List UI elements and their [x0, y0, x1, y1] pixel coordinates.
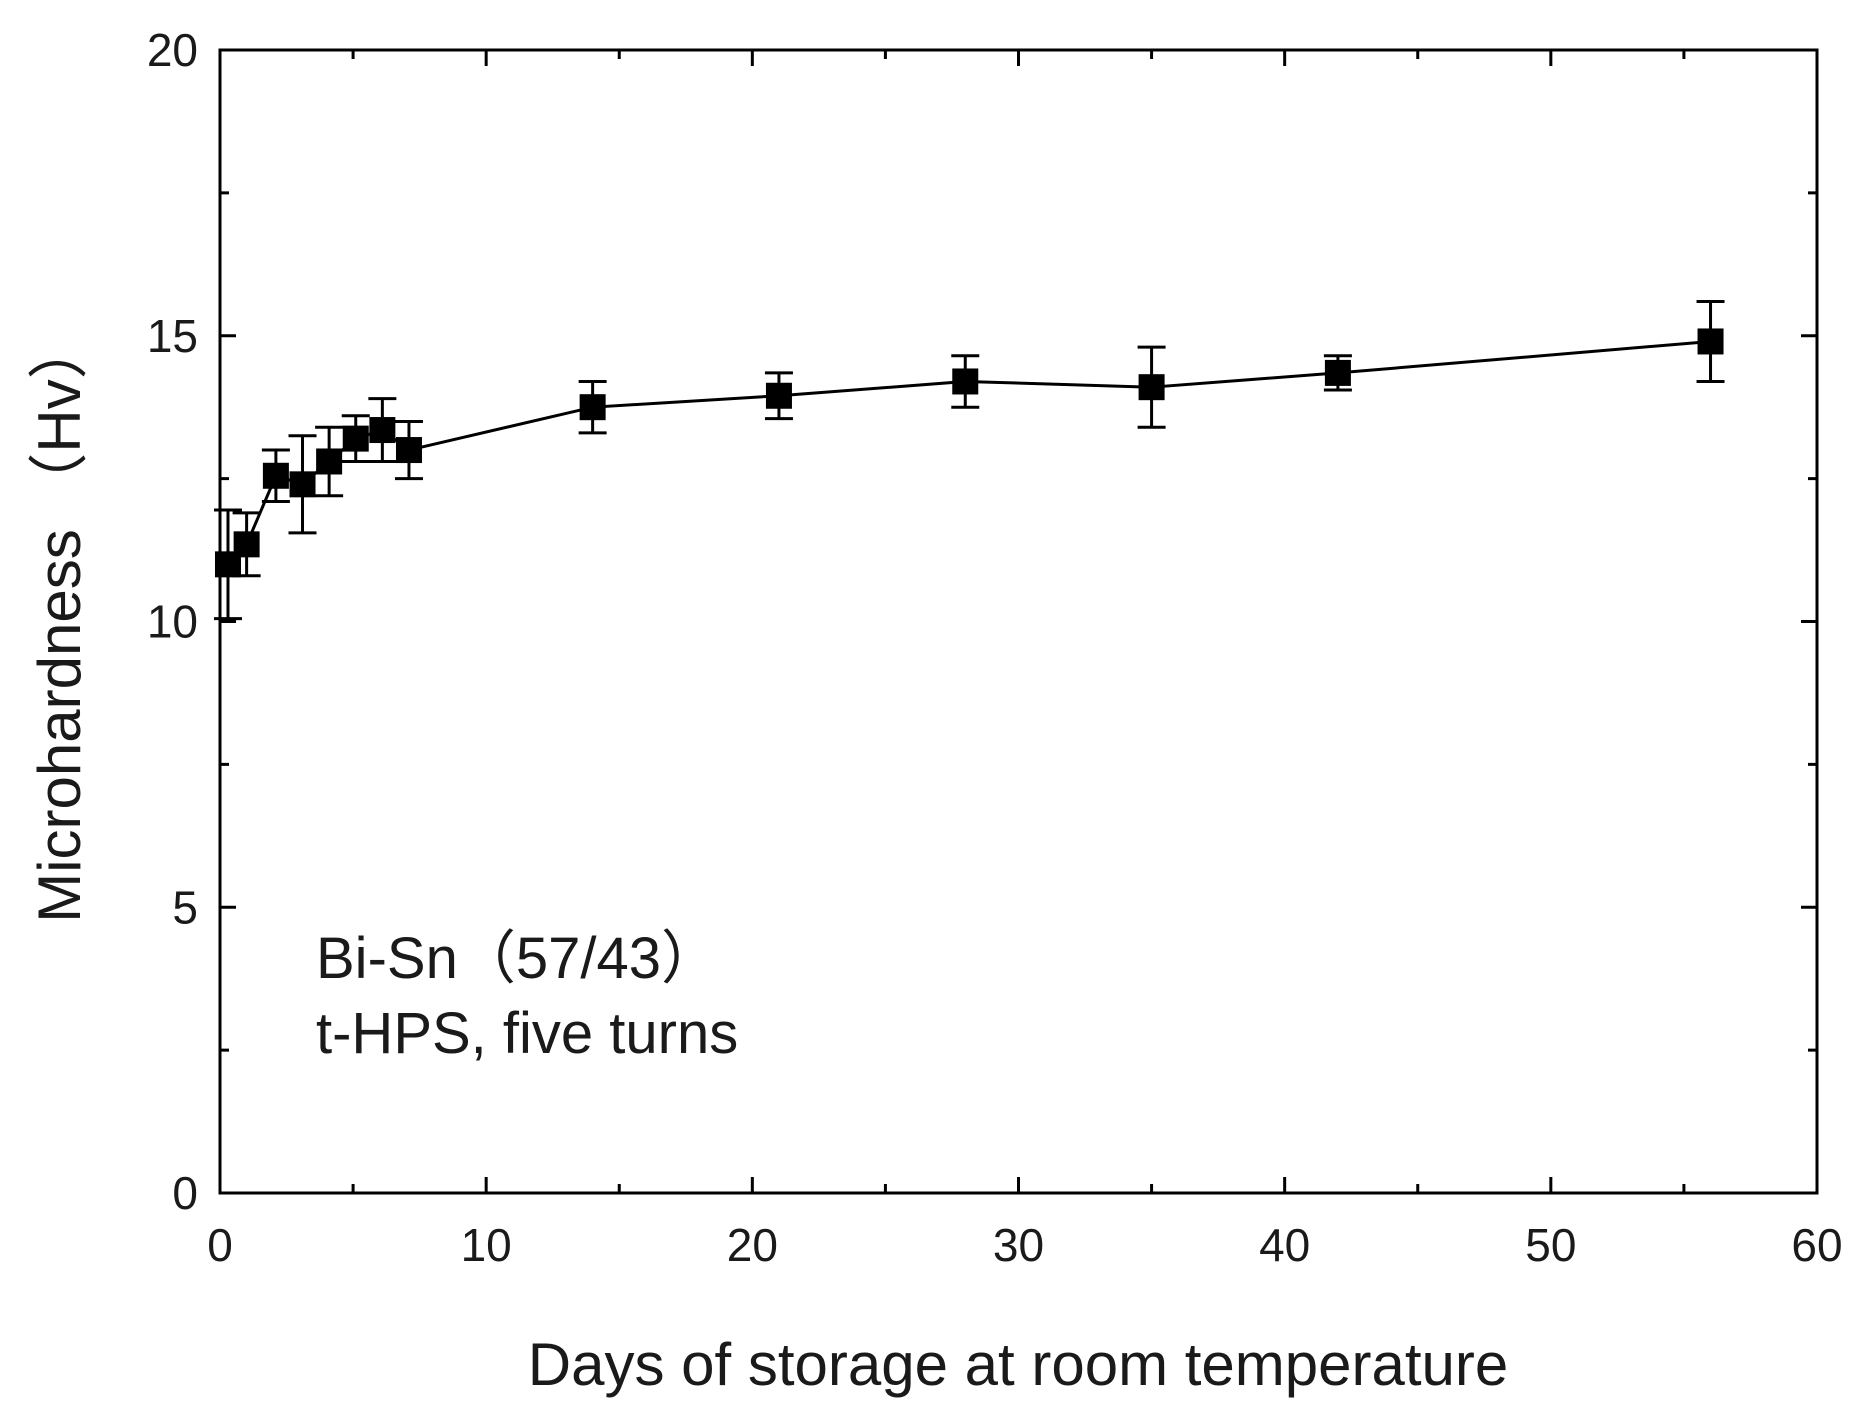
x-tick-label: 50 [1525, 1219, 1576, 1271]
data-point [1697, 328, 1724, 355]
data-point [765, 382, 792, 409]
x-tick-label: 60 [1791, 1219, 1842, 1271]
data-point [579, 394, 606, 421]
data-point [1138, 374, 1165, 401]
y-tick-label: 10 [147, 596, 198, 648]
data-point [316, 448, 343, 475]
x-axis-title: Days of storage at room temperature [528, 1331, 1508, 1398]
y-tick-label: 20 [147, 24, 198, 76]
data-point [233, 531, 260, 558]
y-axis-title: Microhardness （Hv） [26, 319, 93, 923]
annotation-process: t-HPS, five turns [316, 1001, 738, 1066]
data-point [1324, 359, 1351, 386]
x-tick-label: 0 [207, 1219, 233, 1271]
annotation-alloy: Bi-Sn（57/43） [316, 926, 719, 991]
data-point [952, 368, 979, 395]
y-tick-label: 5 [172, 881, 198, 933]
y-tick-label: 15 [147, 310, 198, 362]
x-tick-label: 30 [993, 1219, 1044, 1271]
x-tick-label: 20 [727, 1219, 778, 1271]
ticks-layer: 0 10 20 30 40 50 60 0 5 10 15 20 [147, 24, 1843, 1271]
data-point [289, 471, 316, 498]
x-tick-label: 40 [1259, 1219, 1310, 1271]
data-point [262, 462, 289, 489]
series-layer [213, 299, 1725, 621]
data-point [342, 425, 369, 452]
data-point [395, 437, 422, 464]
data-point [369, 417, 396, 444]
x-tick-label: 10 [461, 1219, 512, 1271]
y-tick-label: 0 [172, 1167, 198, 1219]
